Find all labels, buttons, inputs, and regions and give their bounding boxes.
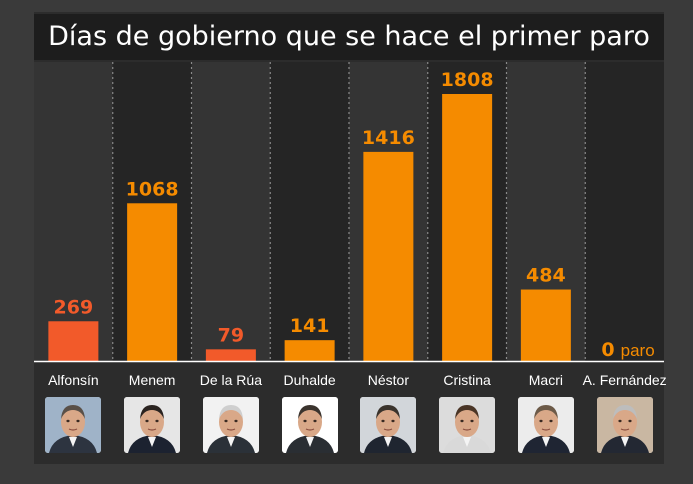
portrait-menem-icon — [124, 397, 181, 453]
data-label: 79 — [218, 324, 244, 346]
category-label: Cristina — [443, 372, 491, 388]
portrait-cristina-icon — [439, 397, 496, 453]
bar — [284, 340, 335, 361]
category-label: Alfonsín — [48, 372, 99, 388]
data-label: 269 — [54, 296, 94, 318]
data-label: 1416 — [362, 127, 415, 149]
portrait-alfonsin-icon — [45, 397, 102, 453]
chart-title: Días de gobierno que se hace el primer p… — [48, 21, 650, 52]
bar — [442, 94, 493, 361]
category-label: De la Rúa — [200, 372, 262, 388]
portrait-duhalde-icon — [281, 397, 338, 453]
title-box: Días de gobierno que se hace el primer p… — [34, 14, 664, 60]
category-label: Duhalde — [284, 372, 336, 388]
bar — [205, 349, 256, 361]
portrait-delarua-icon — [202, 397, 259, 453]
category-label: A. Fernández — [583, 372, 667, 388]
category-label: Macri — [529, 372, 563, 388]
column-band — [191, 62, 271, 361]
column-band — [34, 62, 113, 361]
column-band — [585, 62, 664, 361]
category-label: Néstor — [368, 372, 410, 388]
portrait-macri-icon — [517, 397, 574, 453]
data-label: 141 — [290, 315, 330, 337]
bar — [127, 203, 178, 361]
data-label: 0 — [601, 339, 614, 361]
category-label: Menem — [129, 372, 176, 388]
bar — [520, 289, 571, 361]
data-label: 1808 — [441, 69, 494, 91]
data-label: 484 — [526, 265, 566, 287]
bar — [48, 321, 99, 361]
data-label: 1068 — [126, 178, 179, 200]
zero-note: paro — [621, 341, 655, 360]
column-band — [270, 62, 349, 361]
portrait-afernandez-icon — [596, 397, 653, 453]
portrait-nestor-icon — [360, 397, 417, 453]
bar — [363, 151, 414, 361]
